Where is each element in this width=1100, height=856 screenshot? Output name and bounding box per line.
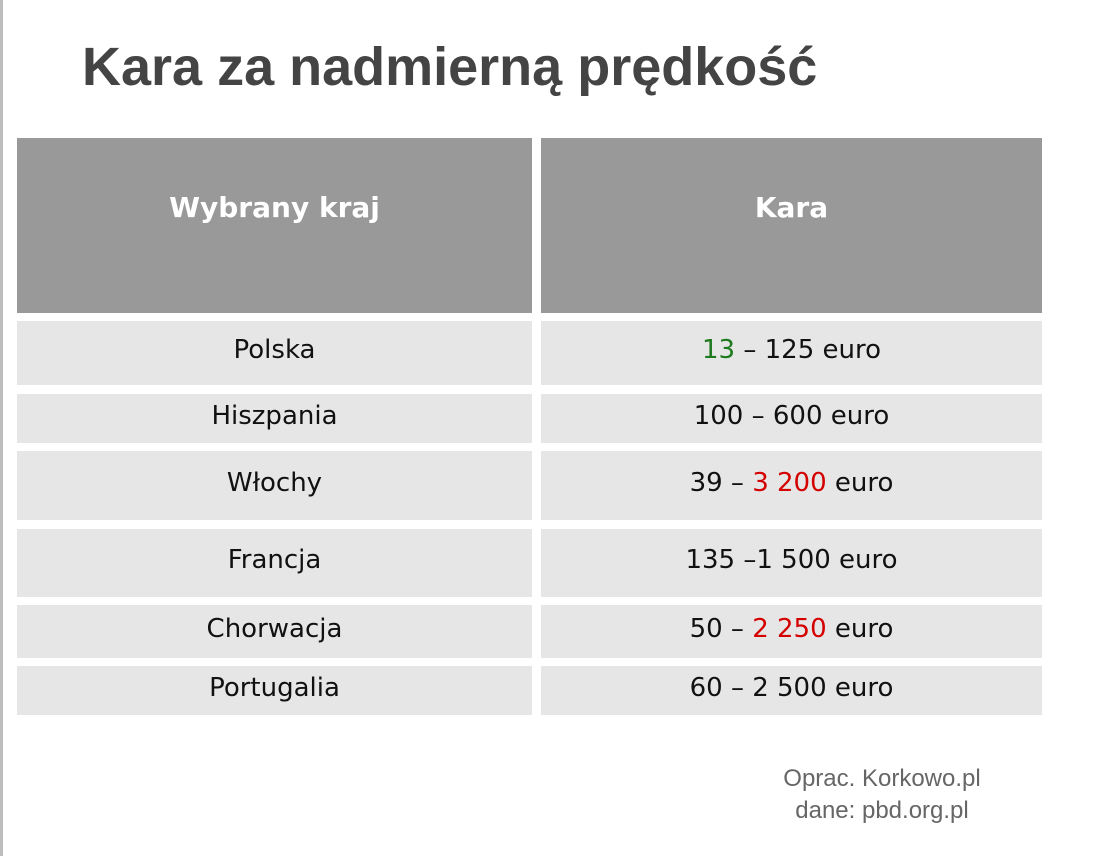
country-cell: Polska bbox=[17, 321, 532, 385]
highlighted-amount: 13 bbox=[701, 335, 736, 365]
penalty-text: euro bbox=[826, 613, 894, 644]
penalty-text: 100 – 600 euro bbox=[693, 400, 890, 431]
country-cell: Francja bbox=[17, 529, 532, 597]
penalty-cell: 50 – 2 250 euro bbox=[541, 605, 1042, 658]
footer-credit: Oprac. Korkowo.pl bbox=[783, 765, 981, 792]
country-cell: Portugalia bbox=[17, 666, 532, 715]
highlighted-amount: 2 250 bbox=[752, 613, 827, 644]
country-cell: Włochy bbox=[17, 451, 532, 520]
penalty-text: 135 –1 500 euro bbox=[685, 545, 898, 575]
penalty-cell: 135 –1 500 euro bbox=[541, 529, 1042, 597]
country-cell: Hiszpania bbox=[17, 394, 532, 443]
title: Kara za nadmierną prędkość bbox=[82, 37, 818, 97]
penalty-text: 60 – 2 500 euro bbox=[689, 672, 894, 703]
header-cell: Kara bbox=[541, 138, 1042, 313]
penalty-text: 50 – bbox=[689, 613, 753, 644]
penalty-text: – 125 euro bbox=[735, 335, 881, 365]
penalty-text: 39 – bbox=[689, 467, 753, 498]
penalty-cell: 100 – 600 euro bbox=[541, 394, 1042, 443]
left-border bbox=[0, 0, 3, 856]
penalty-cell: 13 – 125 euro bbox=[541, 321, 1042, 385]
highlighted-amount: 3 200 bbox=[752, 467, 827, 498]
country-cell: Chorwacja bbox=[17, 605, 532, 658]
header-cell: Wybrany kraj bbox=[17, 138, 532, 313]
footer-source: dane: pbd.org.pl bbox=[795, 797, 969, 824]
penalty-text: euro bbox=[826, 467, 894, 498]
penalty-cell: 60 – 2 500 euro bbox=[541, 666, 1042, 715]
penalty-cell: 39 – 3 200 euro bbox=[541, 451, 1042, 520]
